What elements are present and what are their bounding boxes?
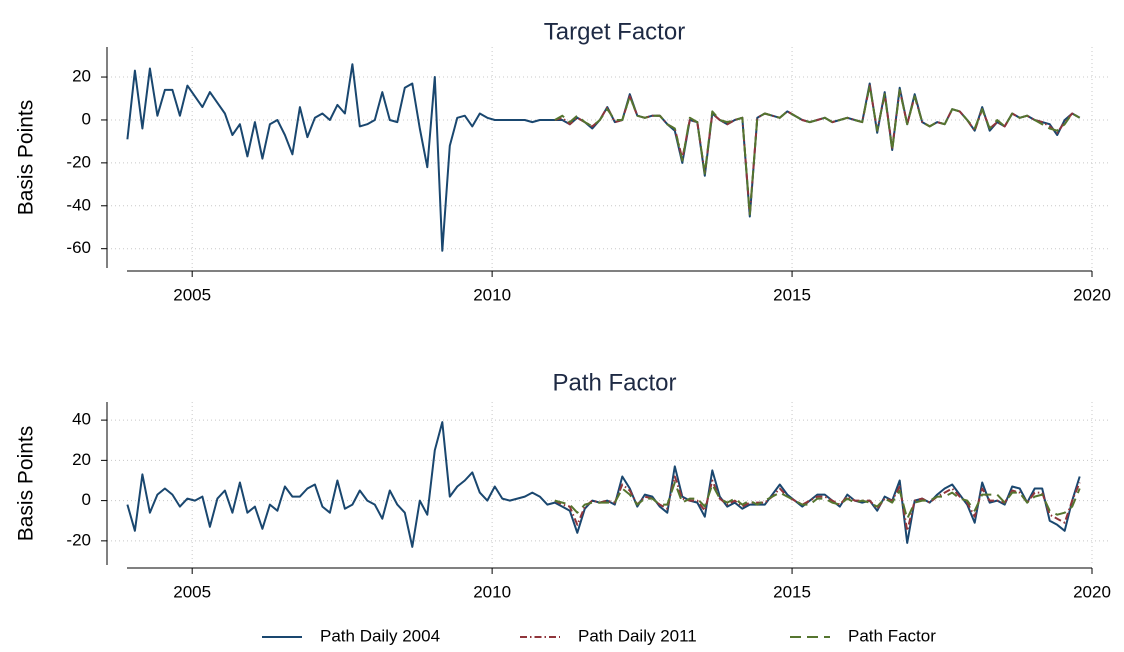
y-tick-label: -20	[66, 530, 91, 549]
y-axis-label: Basis Points	[15, 100, 38, 216]
y-tick-label: 20	[72, 67, 91, 86]
y-tick-label: -40	[66, 195, 91, 214]
chart-title: Path Factor	[552, 369, 676, 396]
series-line	[554, 481, 1081, 520]
x-tick-label: 2020	[1073, 285, 1111, 304]
x-tick-label: 2010	[473, 285, 511, 304]
x-tick-label: 2020	[1073, 582, 1111, 601]
y-tick-label: -20	[66, 152, 91, 171]
x-tick-label: 2005	[173, 285, 211, 304]
y-tick-label: 40	[72, 410, 91, 429]
series-line	[554, 475, 1081, 532]
y-tick-label: 0	[82, 109, 91, 128]
series-line	[126, 63, 1081, 252]
legend-label: Path Factor	[848, 626, 936, 645]
x-tick-label: 2005	[173, 582, 211, 601]
series-line	[126, 421, 1081, 548]
legend-label: Path Daily 2004	[320, 626, 440, 645]
series-line	[554, 84, 1081, 216]
x-tick-label: 2015	[773, 582, 811, 601]
x-tick-label: 2010	[473, 582, 511, 601]
y-tick-label: 20	[72, 450, 91, 469]
y-tick-label: -60	[66, 238, 91, 257]
y-axis-label: Basis Points	[15, 426, 38, 542]
chart-title: Target Factor	[544, 18, 685, 45]
y-tick-label: 0	[82, 490, 91, 509]
legend-label: Path Daily 2011	[578, 626, 697, 645]
x-tick-label: 2015	[773, 285, 811, 304]
